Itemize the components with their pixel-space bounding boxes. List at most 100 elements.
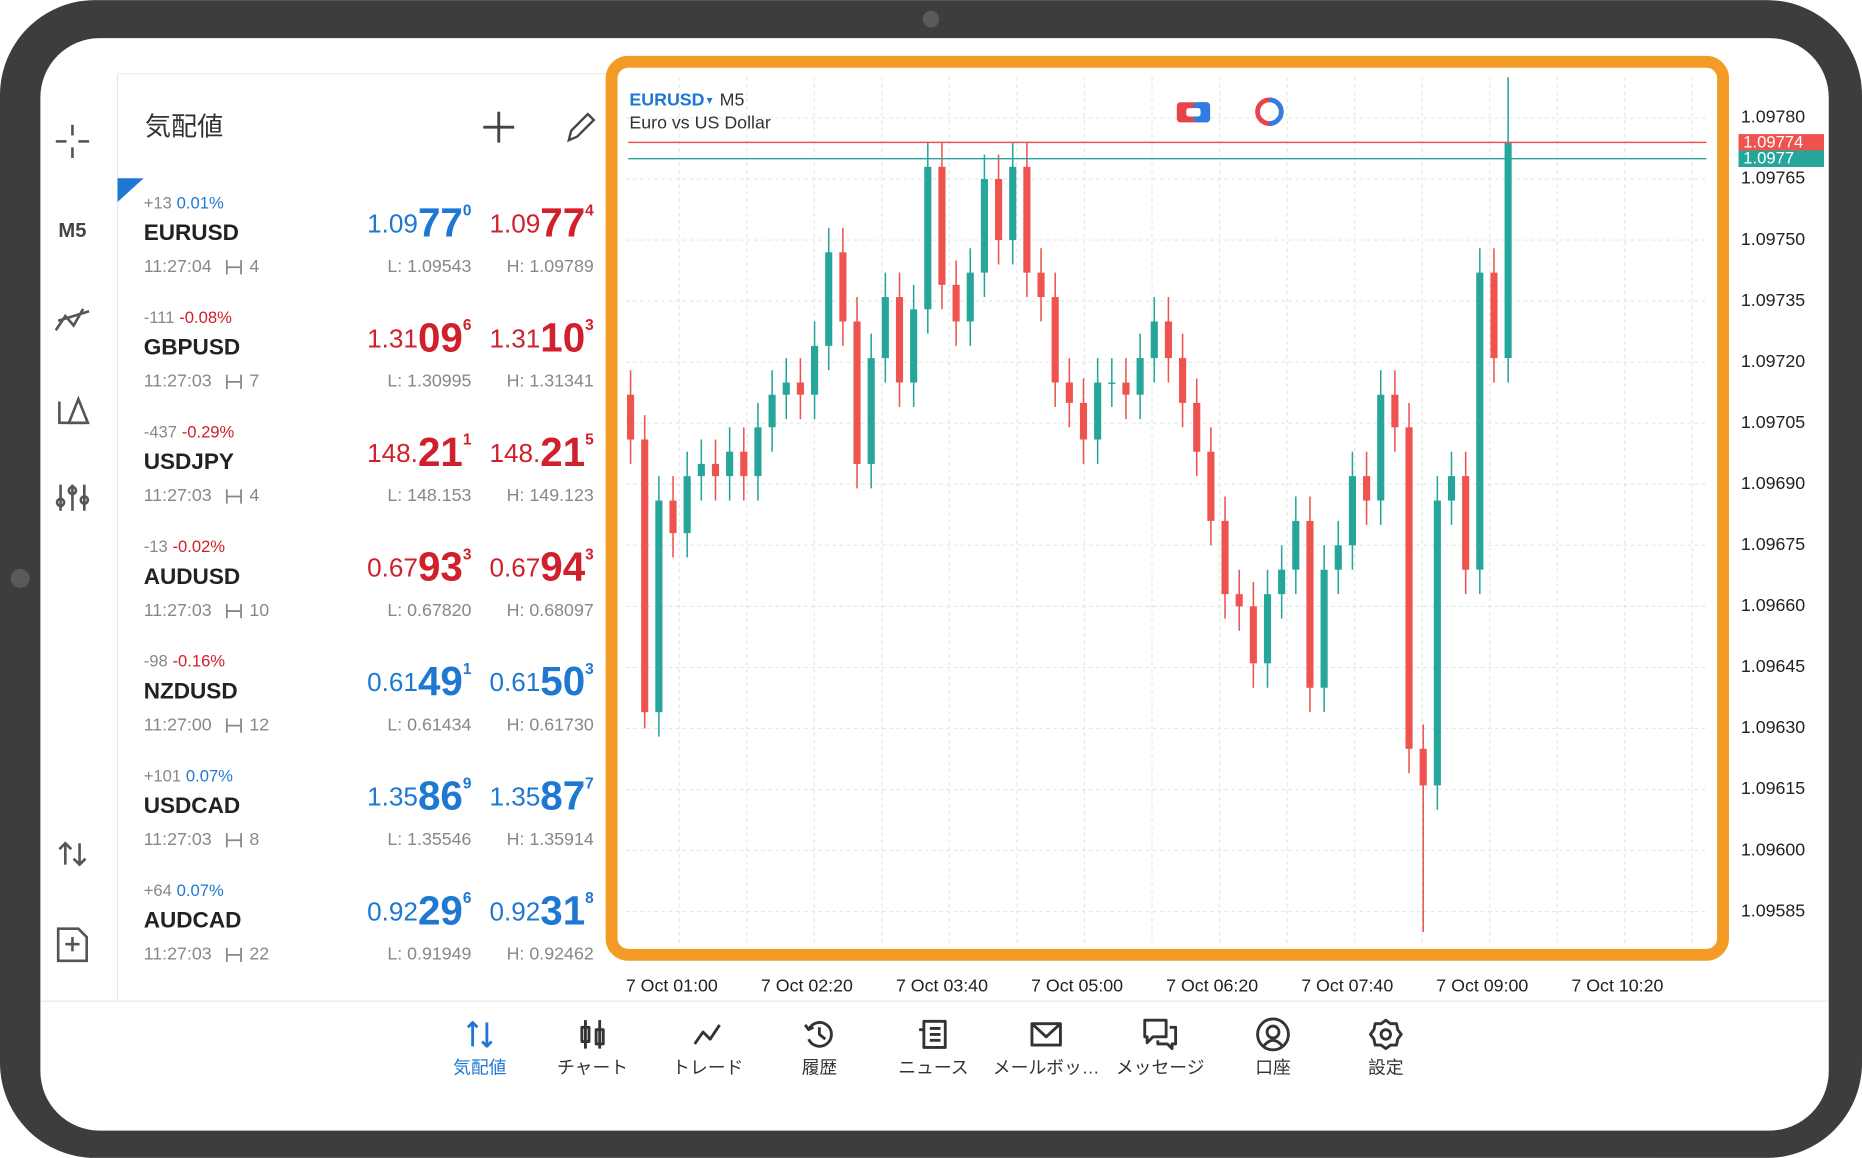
- candle-body: [1377, 394, 1385, 501]
- candle-body: [711, 463, 720, 477]
- change-points: +13: [144, 194, 172, 213]
- crosshair-icon[interactable]: [55, 124, 90, 159]
- bid-prefix: 1.31: [367, 323, 418, 353]
- bid-price[interactable]: 0.67933: [367, 543, 472, 589]
- change-percent: -0.02%: [172, 538, 225, 557]
- x-tick-label: 7 Oct 09:00: [1436, 976, 1528, 996]
- candle-body: [1320, 569, 1328, 688]
- bid-price[interactable]: 148.211: [367, 429, 472, 475]
- candle-body: [995, 179, 1003, 241]
- nav-item[interactable]: 履歴: [802, 1021, 838, 1078]
- bid-price[interactable]: 0.61491: [367, 658, 472, 704]
- one-click-icon[interactable]: [1176, 102, 1211, 123]
- ask-price[interactable]: 1.09774: [489, 199, 594, 245]
- bid-prefix: 0.67: [367, 552, 418, 582]
- candle-body: [768, 394, 776, 428]
- bid-price[interactable]: 1.31096: [367, 314, 472, 360]
- ask-pips: 21: [540, 429, 585, 475]
- change-points: +64: [144, 881, 172, 900]
- candle-body: [811, 345, 819, 395]
- trade-icon[interactable]: [58, 841, 87, 867]
- bid-price[interactable]: 1.09770: [367, 199, 471, 245]
- chart-symbol[interactable]: EURUSD: [629, 90, 704, 110]
- settings-icon[interactable]: [55, 484, 90, 511]
- x-tick-label: 7 Oct 02:20: [761, 976, 853, 996]
- candle-body: [910, 309, 918, 383]
- add-symbol[interactable]: [483, 111, 515, 143]
- bid-pips: 09: [418, 314, 463, 360]
- ask-price[interactable]: 0.67943: [489, 543, 594, 589]
- y-tick-label: 1.09630: [1741, 717, 1805, 737]
- ask-price[interactable]: 1.31103: [489, 314, 594, 360]
- candle-body: [938, 166, 946, 285]
- ask-price[interactable]: 0.92318: [489, 887, 594, 933]
- highlight-frame: [605, 55, 1729, 961]
- candle-body: [1462, 476, 1470, 570]
- nav-label: 履歴: [802, 1058, 838, 1078]
- price-tag-label: 1.09774: [1743, 132, 1803, 151]
- symbol-caret[interactable]: ▾: [707, 93, 713, 107]
- candle-body: [1065, 382, 1073, 403]
- spread-icon: [225, 489, 242, 504]
- nav-item[interactable]: メッセージ: [1116, 1018, 1205, 1078]
- candle-body: [1037, 272, 1045, 298]
- nav-label: チャート: [557, 1058, 628, 1078]
- ask-pips: 77: [540, 199, 585, 245]
- candle-body: [796, 382, 804, 395]
- spread: 12: [249, 714, 269, 734]
- nav-icon: [693, 1024, 721, 1045]
- nav-item[interactable]: チャート: [557, 1020, 628, 1078]
- candle-body: [1433, 500, 1441, 786]
- nav-item[interactable]: トレード: [672, 1024, 743, 1078]
- ask-price[interactable]: 1.35877: [489, 772, 593, 818]
- nav-icon: [580, 1020, 605, 1049]
- chart-description: Euro vs US Dollar: [629, 112, 771, 132]
- y-tick-label: 1.09645: [1741, 656, 1805, 676]
- bid-point: 1: [463, 432, 472, 449]
- selection-marker: [117, 178, 144, 202]
- ask-prefix: 148.: [489, 438, 540, 468]
- y-tick-label: 1.09585: [1741, 900, 1805, 920]
- ask-price[interactable]: 148.215: [489, 429, 594, 475]
- high: H: 1.35914: [507, 829, 594, 849]
- ask-pips: 94: [540, 543, 585, 589]
- nav-item[interactable]: 口座: [1255, 1017, 1291, 1078]
- spread: 22: [249, 944, 269, 964]
- change: -13 -0.02%: [144, 538, 226, 557]
- nav-item[interactable]: 気配値: [453, 1021, 507, 1078]
- bid-price[interactable]: 0.92296: [367, 887, 472, 933]
- depth-icon[interactable]: [1255, 97, 1284, 126]
- nav-item[interactable]: 設定: [1368, 1018, 1404, 1078]
- ask-prefix: 0.92: [489, 896, 540, 926]
- spread-icon: [225, 947, 242, 962]
- low: L: 1.30995: [387, 371, 471, 391]
- ask-price[interactable]: 0.61503: [489, 658, 594, 704]
- timeframe-button[interactable]: M5: [58, 220, 86, 242]
- new-order-icon[interactable]: [56, 927, 88, 963]
- symbol: GBPUSD: [144, 335, 240, 360]
- objects-icon[interactable]: [58, 395, 90, 425]
- candle-body: [825, 252, 833, 346]
- bid-pips: 77: [418, 199, 463, 245]
- bid-price[interactable]: 1.35869: [367, 772, 471, 818]
- edit-list[interactable]: [567, 112, 596, 143]
- nav-item[interactable]: ニュース: [898, 1019, 969, 1078]
- bid-point: 3: [463, 546, 472, 563]
- low: L: 1.35546: [387, 829, 471, 849]
- candle-body: [683, 476, 691, 534]
- candle-body: [1405, 427, 1413, 749]
- nav-label: トレード: [672, 1058, 743, 1078]
- change: +101 0.07%: [144, 767, 233, 786]
- change: -111 -0.08%: [144, 308, 232, 327]
- candle-body: [754, 427, 762, 477]
- nav-item[interactable]: メールボッ…: [993, 1022, 1100, 1078]
- bid-point: 6: [463, 890, 472, 907]
- indicator-icon[interactable]: [54, 308, 90, 331]
